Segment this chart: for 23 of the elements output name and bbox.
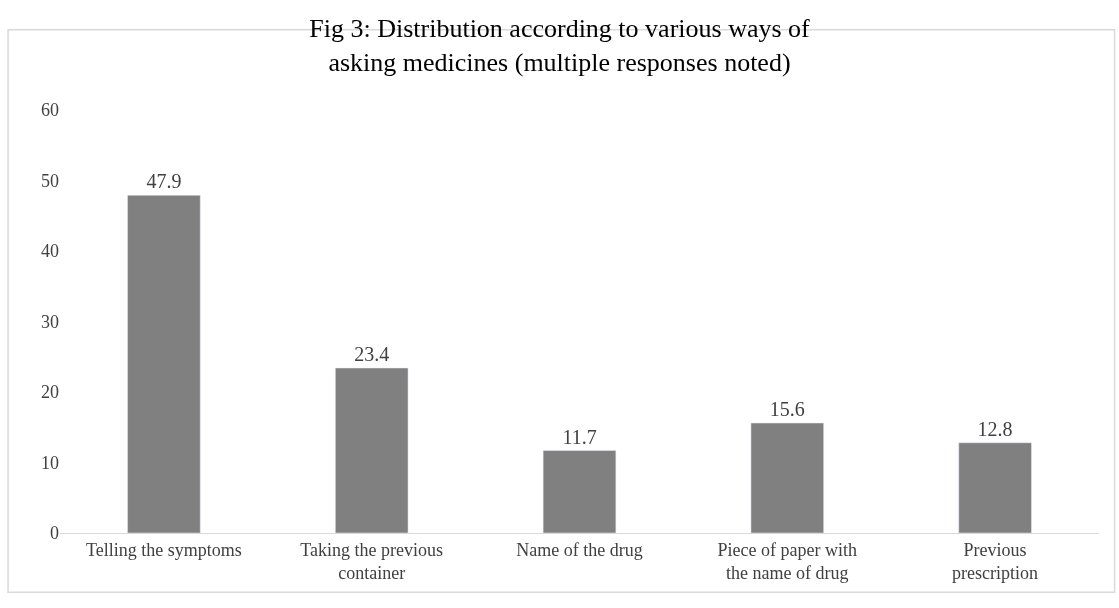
data-label: 12.8 xyxy=(977,417,1013,440)
bar xyxy=(127,195,201,533)
data-label: 47.9 xyxy=(146,170,182,193)
x-tick-label: Previous prescription xyxy=(952,539,1039,583)
x-tick-label: Piece of paper with the name of drug xyxy=(717,539,858,583)
y-tick-label: 50 xyxy=(41,170,59,191)
x-tick-label: Taking the previous container xyxy=(300,539,444,583)
x-tick-label: Name of the drug xyxy=(516,539,643,560)
chart-title: Fig 3: Distribution according to various ways of asking medicines (multiple responses noted) xyxy=(309,14,811,78)
bar xyxy=(750,422,824,533)
bar xyxy=(335,367,409,533)
y-tick-label: 10 xyxy=(41,452,59,473)
bar xyxy=(958,442,1032,533)
y-tick-label: 30 xyxy=(41,311,59,332)
data-label: 15.6 xyxy=(769,398,805,421)
data-label: 23.4 xyxy=(354,343,390,366)
y-tick-label: 0 xyxy=(50,523,59,544)
y-tick-label: 60 xyxy=(41,100,59,121)
data-label: 11.7 xyxy=(562,425,597,448)
bar xyxy=(542,450,617,533)
x-tick-label: Telling the symptoms xyxy=(86,539,242,560)
y-tick-label: 40 xyxy=(41,241,59,262)
y-tick-label: 20 xyxy=(41,382,59,403)
